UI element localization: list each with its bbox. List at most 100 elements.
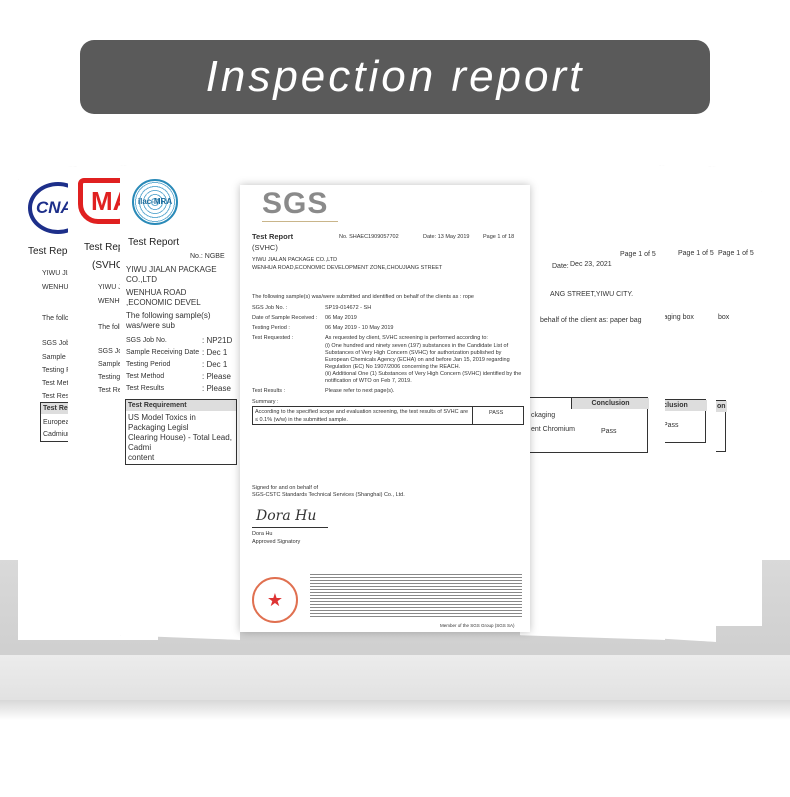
text-line: Sample Re bbox=[42, 354, 77, 361]
text-line: WENHU bbox=[98, 298, 125, 305]
company-address: WENHUA ROAD,ECONOMIC DEVELOPMENT ZONE,CH… bbox=[252, 265, 443, 271]
text-line: YIWU JI bbox=[98, 284, 124, 291]
field-label: Date of Sample Received : bbox=[252, 315, 318, 321]
text-line: The follow bbox=[42, 315, 74, 322]
company-name: YIWU JIALAN PACKAGE CO.,LTD bbox=[126, 265, 217, 284]
report-title: Test Report bbox=[252, 232, 294, 241]
text-line: Substances of Very High Concern (SVHC) f… bbox=[325, 350, 502, 356]
intro-text: box bbox=[718, 314, 730, 321]
text-line: Testing F bbox=[98, 374, 127, 381]
requirements-table: Test Requirement US Model Toxics in Pack… bbox=[125, 399, 237, 465]
field-value: : Dec 1 bbox=[202, 360, 228, 369]
intro-text: kaging box bbox=[660, 314, 694, 321]
report-subtitle: (SVHC) bbox=[92, 260, 127, 271]
report-title: Test Report bbox=[28, 246, 80, 257]
intro-text: The following sample(s) was/were submitt… bbox=[252, 294, 474, 300]
summary-label: Summary : bbox=[252, 399, 279, 405]
field-label: SGS Job No. bbox=[126, 337, 167, 344]
field-label: Sample Receiving Date bbox=[126, 349, 200, 356]
text-line: WENHUA bbox=[42, 284, 74, 291]
page-number: Page 1 of 18 bbox=[483, 234, 515, 240]
table-row: European bbox=[43, 419, 74, 426]
report-sgs: SGS Test Report (SVHC) No. SHAEC19090577… bbox=[240, 185, 530, 632]
member-text: Member of the SGS Group (SGS SA) bbox=[440, 623, 515, 628]
company-address: WENHUA ROAD ,ECONOMIC DEVEL bbox=[126, 288, 201, 307]
field-value: : NP21D bbox=[202, 336, 233, 345]
field-label: Testing Period bbox=[126, 361, 171, 368]
field-value: : Please bbox=[202, 384, 231, 393]
signature-line bbox=[252, 527, 328, 528]
text-line: Regulation (EC) No 1907/2006 concerning … bbox=[325, 364, 461, 370]
text-line: notification of WTO on Feb 7, 2019. bbox=[325, 378, 412, 384]
table-row: content bbox=[128, 453, 155, 462]
ilac-mra-logo: ilac-MRA bbox=[132, 179, 178, 225]
fine-print bbox=[310, 573, 522, 619]
field-value: 06 May 2019 bbox=[325, 315, 357, 321]
field-value: SP19-014672 - SH bbox=[325, 305, 372, 311]
shelf-shadow bbox=[0, 700, 790, 720]
field-value: Please refer to next page(s). bbox=[325, 388, 395, 394]
page-number: Page 1 of 5 bbox=[678, 250, 714, 257]
field-label: Test Results : bbox=[252, 388, 286, 394]
text-line: YIWU JIA bbox=[42, 270, 73, 277]
field-value: : Dec 1 bbox=[202, 348, 228, 357]
field-value: : Please bbox=[202, 372, 231, 381]
result-pass: Pass bbox=[601, 428, 617, 435]
table-row: Clearing House) - Total Lead, Cadmi bbox=[128, 433, 232, 452]
field-label: SGS Job No. : bbox=[252, 305, 288, 311]
summary-table: According to the specified scope and eva… bbox=[252, 406, 524, 425]
page-number: Page 1 of 5 bbox=[620, 251, 656, 258]
summary-result-pass: PASS bbox=[489, 410, 504, 416]
field-value: 06 May 2019 - 10 May 2019 bbox=[325, 325, 394, 331]
table-row: US Model Toxics in Packaging Legisl bbox=[128, 413, 196, 432]
table-header: nclusion bbox=[657, 400, 707, 411]
report-ilac: ilac-MRA Test Report No.: NGBE YIWU JIAL… bbox=[120, 165, 240, 640]
banner-title: Inspection report bbox=[205, 52, 585, 101]
report-date: Date: 13 May 2019 bbox=[423, 234, 470, 240]
results-table: Conclusion ckaging ent Chromium Pass bbox=[520, 397, 649, 453]
signed-company: SGS-CSTC Standards Technical Services (S… bbox=[252, 492, 405, 498]
text-line: European Chemicals Agency (ECHA) on and … bbox=[325, 357, 510, 363]
intro-text: behalf of the client as: paper bag bbox=[540, 317, 642, 324]
date-label: Date: bbox=[552, 263, 569, 270]
field-label: Test Results bbox=[126, 385, 165, 392]
text-line: SGS Job bbox=[98, 348, 127, 355]
table-header: Conclusion bbox=[571, 398, 649, 409]
signature: Dora Hu bbox=[256, 508, 317, 524]
summary-text: ≤ 0.1% (w/w) in the submitted sample. bbox=[255, 417, 348, 423]
field-value: As requested by client, SVHC screening i… bbox=[325, 335, 488, 341]
signer-title: Approved Signatory bbox=[252, 539, 301, 545]
text-line: Test Resu bbox=[42, 393, 74, 400]
table-row: Cadmium bbox=[43, 431, 73, 438]
sgs-logo: SGS bbox=[262, 187, 339, 222]
report-title: Test Repo bbox=[84, 242, 130, 253]
signed-text: Signed for and on behalf of bbox=[252, 485, 319, 491]
text-line: SGS Job N bbox=[42, 340, 78, 347]
summary-text: According to the specified scope and eva… bbox=[255, 409, 469, 415]
text-line: (ii) Additional One (1) Substances of Ve… bbox=[325, 371, 522, 377]
table-row: ent Chromium bbox=[531, 426, 575, 433]
text-line: Test Metho bbox=[42, 380, 77, 387]
text-line: (i) One hundred and ninety seven (197) s… bbox=[325, 343, 509, 349]
field-label: Test Requested : bbox=[252, 335, 294, 341]
shelf-edge bbox=[0, 655, 790, 700]
table-header: Test Requirement bbox=[126, 400, 236, 411]
intro-text: The following sample(s) was/were sub bbox=[126, 311, 211, 330]
field-label: Test Method bbox=[126, 373, 165, 380]
title-banner: Inspection report bbox=[80, 40, 710, 114]
text-line: Sample R bbox=[98, 361, 129, 368]
text-line: Testing Pe bbox=[42, 367, 75, 374]
page-number: Page 1 of 5 bbox=[718, 250, 754, 257]
report-number: No. SHAEC1909057702 bbox=[339, 234, 399, 240]
signer-name: Dora Hu bbox=[252, 531, 273, 537]
company-name: YIWU JIALAN PACKAGE CO.,LTD bbox=[252, 257, 338, 263]
table-row: ckaging bbox=[531, 412, 556, 419]
date-value: Dec 23, 2021 bbox=[570, 261, 612, 268]
report-right-1: Date: Dec 23, 2021 Page 1 of 5 ANG STREE… bbox=[520, 165, 665, 640]
address-text: ANG STREET,YIWU CITY. bbox=[550, 291, 634, 298]
text-line: The follo bbox=[98, 324, 125, 331]
report-number: No.: NGBE bbox=[190, 253, 225, 260]
report-title: Test Report bbox=[128, 237, 180, 248]
text-line: Test Req bbox=[98, 387, 126, 394]
official-stamp-star-icon: ★ bbox=[252, 577, 298, 623]
